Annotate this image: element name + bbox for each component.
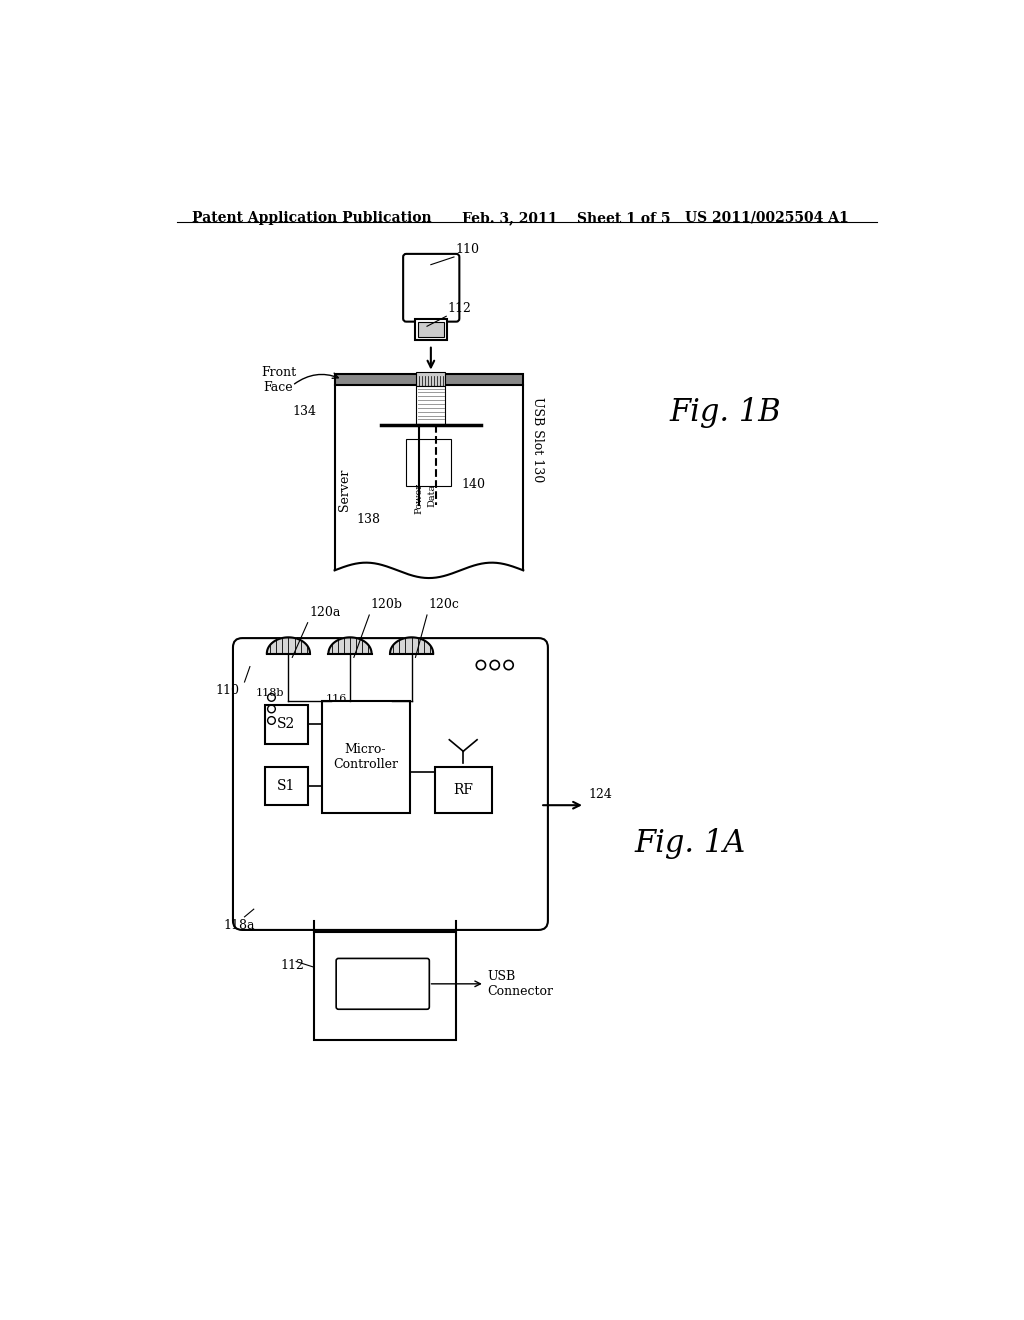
Bar bbox=[265, 767, 307, 805]
Text: Server: Server bbox=[338, 469, 351, 511]
Text: RF: RF bbox=[454, 783, 473, 797]
Text: Power: Power bbox=[414, 483, 423, 515]
Text: 110: 110 bbox=[215, 684, 240, 697]
Text: 116: 116 bbox=[326, 693, 347, 704]
Text: US 2011/0025504 A1: US 2011/0025504 A1 bbox=[685, 211, 849, 224]
Text: Micro-
Controller: Micro- Controller bbox=[333, 743, 398, 771]
Bar bbox=[265, 705, 307, 743]
Text: Feb. 3, 2011    Sheet 1 of 5: Feb. 3, 2011 Sheet 1 of 5 bbox=[462, 211, 670, 224]
Polygon shape bbox=[390, 638, 433, 653]
Text: 138: 138 bbox=[356, 512, 380, 525]
Bar bbox=[322, 701, 410, 813]
Text: 120b: 120b bbox=[371, 598, 402, 611]
Bar bbox=[416, 385, 445, 424]
Text: Front
Face: Front Face bbox=[261, 367, 296, 395]
Text: 134: 134 bbox=[292, 405, 316, 418]
Text: 110: 110 bbox=[456, 243, 479, 256]
Text: 112: 112 bbox=[281, 960, 304, 973]
Polygon shape bbox=[267, 638, 310, 653]
Bar bbox=[313, 932, 457, 1040]
Text: S1: S1 bbox=[276, 779, 295, 793]
Text: 112: 112 bbox=[447, 302, 472, 315]
Bar bbox=[407, 440, 451, 486]
Text: 118b: 118b bbox=[256, 688, 285, 698]
Text: Fig. 1A: Fig. 1A bbox=[635, 829, 746, 859]
Polygon shape bbox=[329, 638, 372, 653]
Text: Patent Application Publication: Patent Application Publication bbox=[193, 211, 432, 224]
Bar bbox=[418, 322, 444, 337]
FancyBboxPatch shape bbox=[233, 638, 548, 929]
FancyBboxPatch shape bbox=[403, 253, 460, 322]
Text: USB Slot 130: USB Slot 130 bbox=[531, 397, 544, 482]
Bar bbox=[415, 318, 447, 341]
Bar bbox=[416, 372, 445, 387]
Text: 120a: 120a bbox=[309, 606, 341, 619]
Bar bbox=[335, 374, 523, 385]
Text: 140: 140 bbox=[462, 478, 485, 491]
Text: 124: 124 bbox=[589, 788, 612, 801]
FancyBboxPatch shape bbox=[336, 958, 429, 1010]
Text: Data: Data bbox=[428, 483, 437, 507]
Text: 118a: 118a bbox=[223, 919, 254, 932]
Text: S2: S2 bbox=[276, 717, 295, 731]
Text: 120c: 120c bbox=[429, 598, 460, 611]
Text: USB
Connector: USB Connector bbox=[487, 970, 553, 998]
Bar bbox=[435, 767, 493, 813]
Text: Fig. 1B: Fig. 1B bbox=[670, 397, 781, 428]
